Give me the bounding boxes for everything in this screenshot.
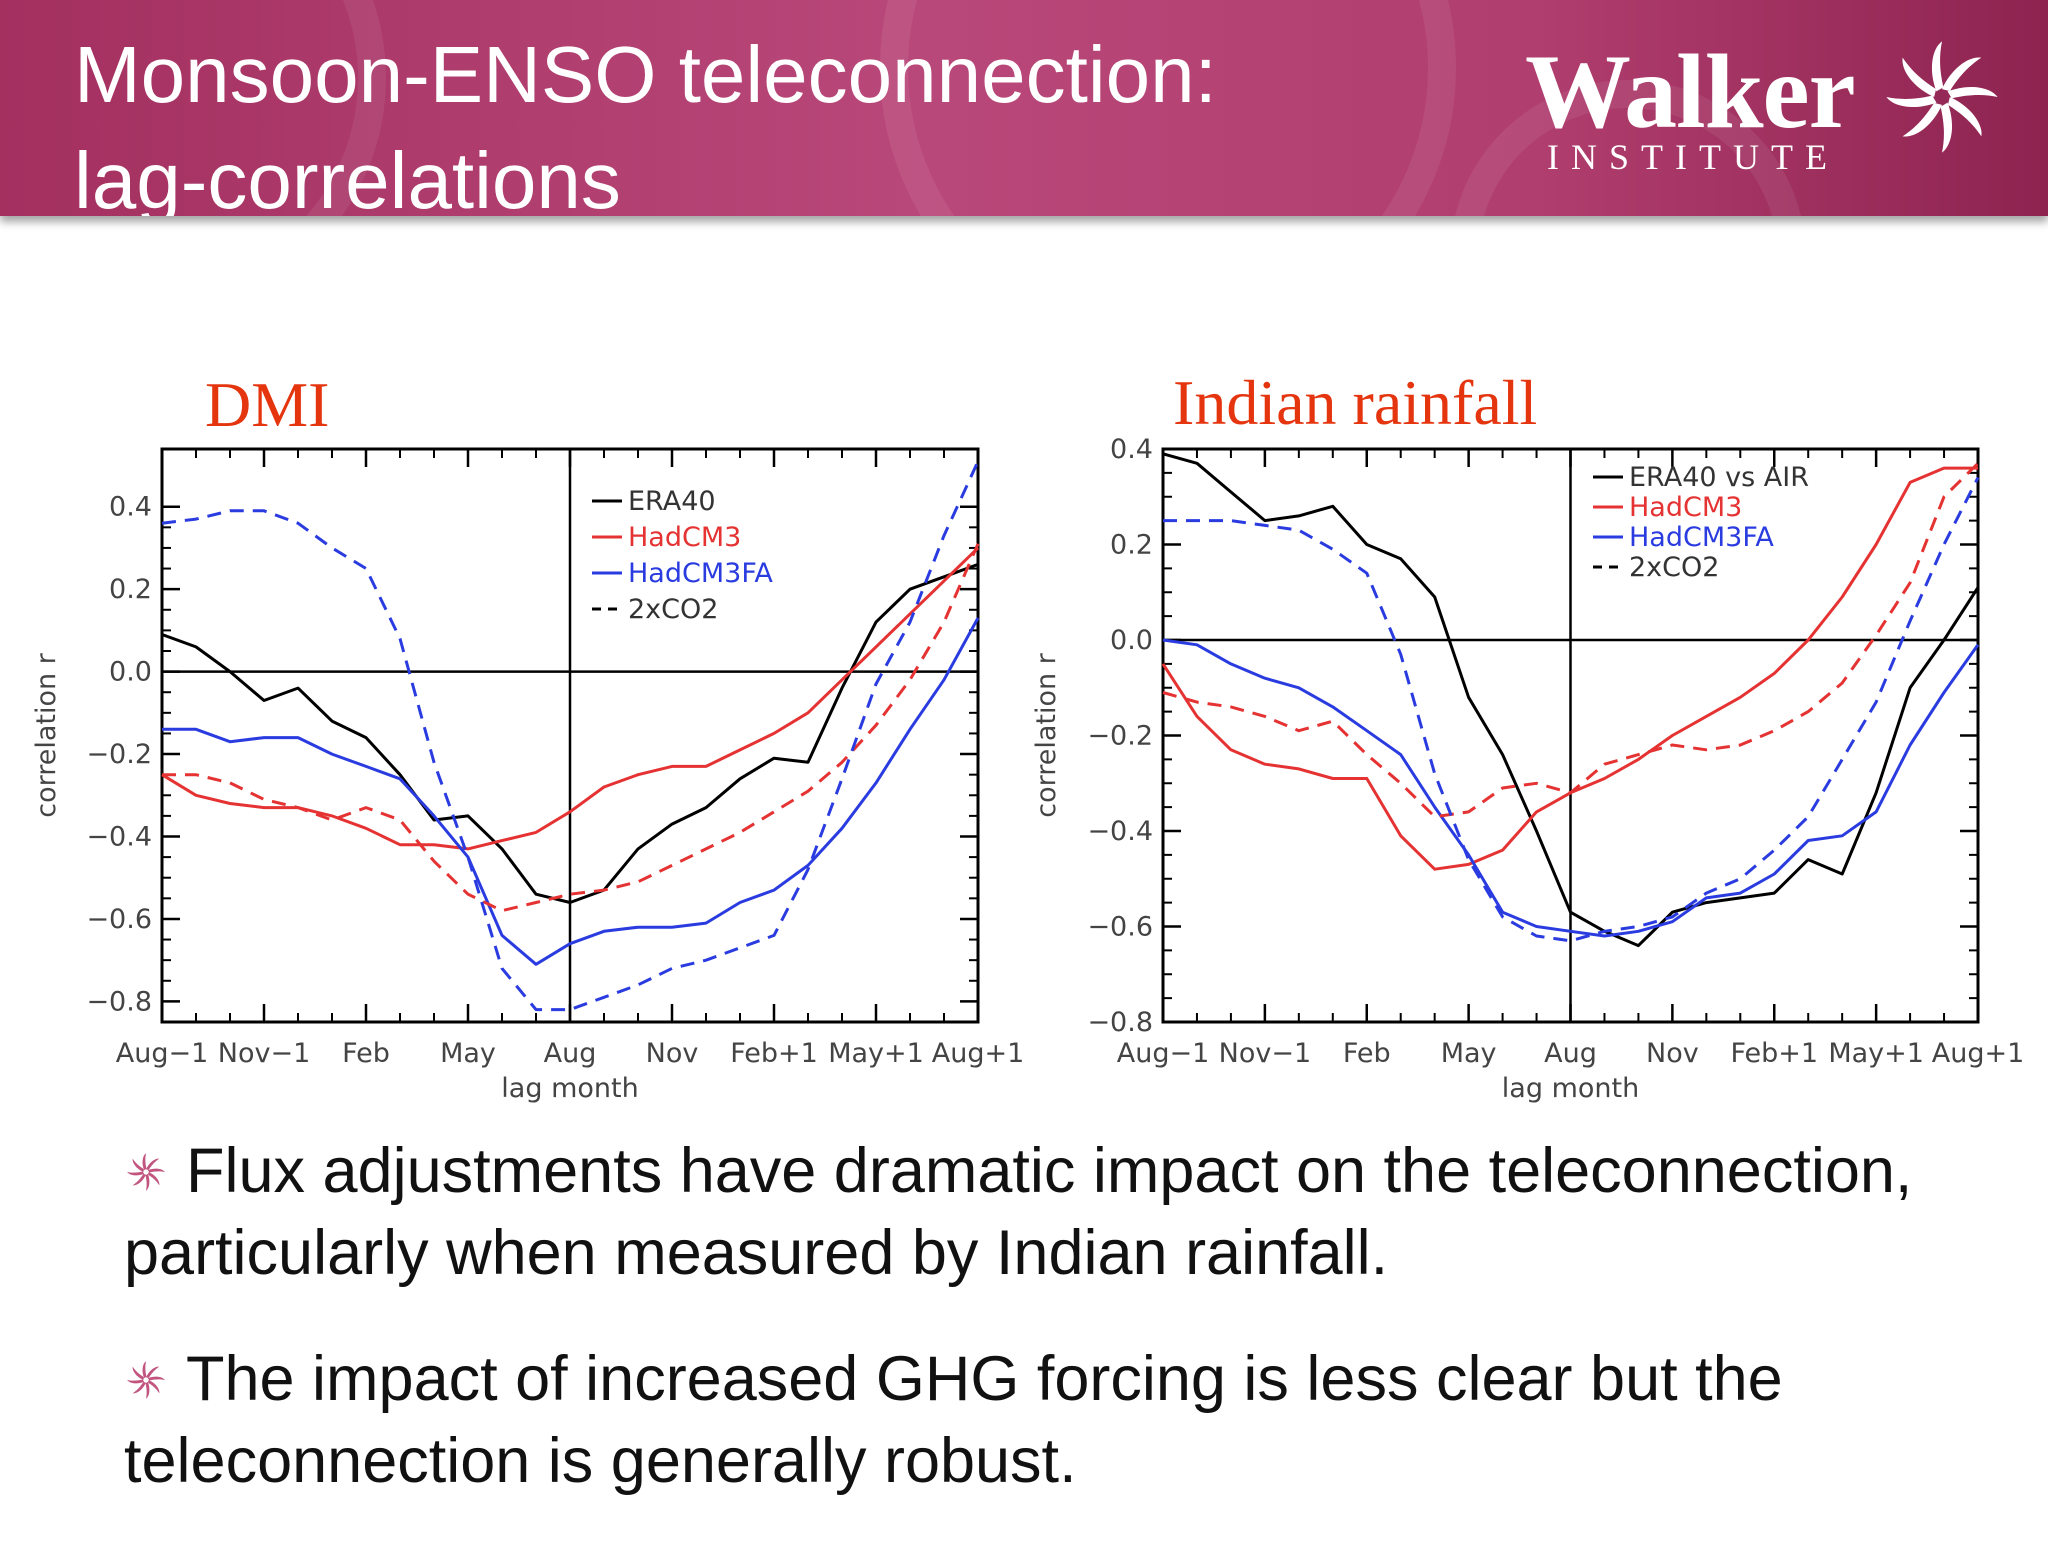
legend-label: ERA40 vs AIR: [1629, 462, 1809, 493]
y-axis-title: correlation r: [1031, 652, 1062, 817]
legend-label: HadCM3FA: [628, 558, 773, 589]
chart-dmi: 0.4 0.2 0.0 −0.2 −0.4 −0.6 −0.8 Aug−1 Nov−1 Feb Ma…: [31, 447, 1025, 1104]
y-tick-label: −0.8: [1087, 1007, 1153, 1038]
logo-word: Walker: [1525, 33, 1856, 150]
x-tick-label: Aug+1: [932, 1038, 1025, 1069]
x-tick-label: Nov−1: [218, 1038, 311, 1069]
legend-label: ERA40: [628, 486, 716, 517]
x-tick-label: Aug: [1544, 1038, 1597, 1069]
series-line-2xco2-dashed: [1162, 462, 1980, 819]
y-tick-label: 0.2: [1110, 530, 1153, 561]
y-tick-label: −0.6: [1087, 912, 1153, 943]
legend-label: 2xCO2: [628, 594, 718, 625]
x-tick-label: Nov: [1646, 1038, 1699, 1069]
walker-swirl-icon: [1886, 41, 1998, 153]
swirl-bullet-icon: [127, 1361, 165, 1399]
y-tick-label: −0.6: [86, 904, 152, 935]
slide-title: Monsoon-ENSO teleconnection: lag-correla…: [74, 22, 1474, 216]
logo-subtitle: INSTITUTE: [1547, 137, 1839, 177]
swirl-bullet-icon: [127, 1153, 165, 1191]
x-tick-label: Feb+1: [1730, 1038, 1818, 1069]
x-axis-title: lag month: [1502, 1073, 1639, 1104]
x-tick-label: May: [1441, 1038, 1497, 1069]
x-tick-label: Aug: [544, 1038, 597, 1069]
slide-title-line2: lag-correlations: [74, 136, 621, 216]
legend-label: HadCM3: [1629, 492, 1742, 523]
legend-label: HadCM3FA: [1629, 522, 1774, 553]
series-line-hadcm3fa: [1162, 638, 1980, 938]
y-tick-label: 0.4: [1110, 434, 1153, 465]
y-tick-label: 0.2: [109, 574, 152, 605]
y-tick-label: −0.2: [86, 739, 152, 770]
y-tick-label: −0.4: [86, 821, 152, 852]
y-axis-title: correlation r: [31, 652, 62, 817]
x-tick-label: Feb: [1343, 1038, 1391, 1069]
y-tick-label: 0.0: [1110, 625, 1153, 656]
y-tick-label: 0.0: [109, 657, 152, 688]
x-tick-label: Feb+1: [730, 1038, 818, 1069]
bullet-item: The impact of increased GHG forcing is l…: [124, 1338, 2024, 1502]
series-line-hadcm3fa: [162, 617, 980, 966]
series-line-era40-vs-air: [1162, 452, 1980, 948]
dmi-chart-title: DMI: [205, 369, 330, 440]
y-tick-label: −0.2: [1087, 721, 1153, 752]
x-tick-label: Aug−1: [1117, 1038, 1210, 1069]
x-tick-label: Feb: [342, 1038, 390, 1069]
y-tick-label: −0.8: [86, 986, 152, 1017]
series-line-2xco2-dashed: [162, 543, 980, 913]
slide-title-line1: Monsoon-ENSO teleconnection:: [74, 30, 1217, 119]
x-tick-label: Nov−1: [1219, 1038, 1312, 1069]
x-tick-label: Nov: [646, 1038, 699, 1069]
indian-rainfall-chart-title: Indian rainfall: [1173, 367, 1538, 438]
series-line-era40: [161, 562, 979, 904]
bullet-item: Flux adjustments have dramatic impact on…: [124, 1130, 2024, 1294]
x-tick-label: Aug−1: [116, 1038, 209, 1069]
x-tick-label: May+1: [828, 1038, 924, 1069]
series-line-2xco2-dashed: [161, 460, 980, 1012]
x-tick-label: Aug+1: [1932, 1038, 2025, 1069]
y-tick-label: −0.4: [1087, 816, 1153, 847]
bullet-text: Flux adjustments have dramatic impact on…: [124, 1136, 1913, 1288]
bullet-list: Flux adjustments have dramatic impact on…: [124, 1130, 2024, 1546]
legend-label: HadCM3: [628, 522, 741, 553]
x-tick-label: May: [440, 1038, 496, 1069]
y-tick-label: 0.4: [109, 492, 152, 523]
legend-label: 2xCO2: [1629, 552, 1719, 583]
header-banner: Monsoon-ENSO teleconnection: lag-correla…: [0, 0, 2048, 216]
bullet-text: The impact of increased GHG forcing is l…: [124, 1344, 1783, 1496]
x-axis-title: lag month: [501, 1073, 638, 1104]
walker-institute-logo: Walker INSTITUTE: [1525, 32, 1998, 182]
x-tick-label: May+1: [1828, 1038, 1924, 1069]
